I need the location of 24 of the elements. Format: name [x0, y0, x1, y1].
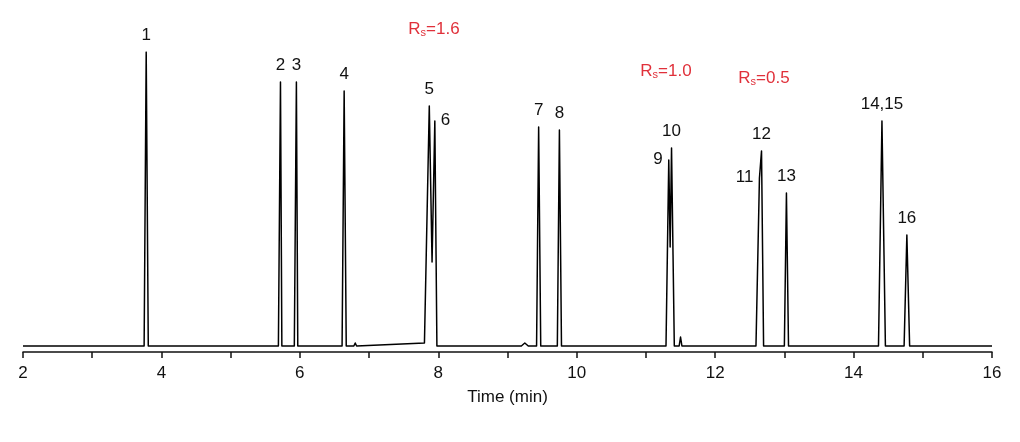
annotation: 16 [897, 207, 917, 227]
annotation: 14,15 [860, 93, 904, 113]
annotation: 3 [291, 54, 302, 74]
annotation: 8 [554, 102, 565, 122]
annotation: 11 [735, 166, 754, 186]
annotation: 10 [662, 120, 681, 140]
annotation: 1 [141, 24, 151, 44]
annotation: 9 [653, 148, 663, 168]
x-tick-label: 6 [295, 363, 305, 382]
x-tick-label: 14 [844, 363, 864, 382]
x-tick-label: 4 [156, 363, 167, 382]
annotation: 4 [339, 63, 349, 83]
annotation: 7 [533, 99, 544, 119]
annotation: 5 [424, 78, 435, 98]
x-tick-label: 2 [18, 363, 28, 382]
x-tick-label: 10 [567, 363, 587, 382]
x-axis-title: Time (min) [467, 387, 548, 406]
annotation: 2 [275, 54, 286, 74]
annotation: 13 [776, 165, 796, 185]
x-tick-label: 8 [433, 363, 444, 382]
x-tick-label: 16 [982, 363, 1002, 382]
x-tick-label: 12 [705, 363, 725, 382]
annotation: 6 [440, 109, 451, 129]
annotation: 12 [752, 123, 771, 143]
